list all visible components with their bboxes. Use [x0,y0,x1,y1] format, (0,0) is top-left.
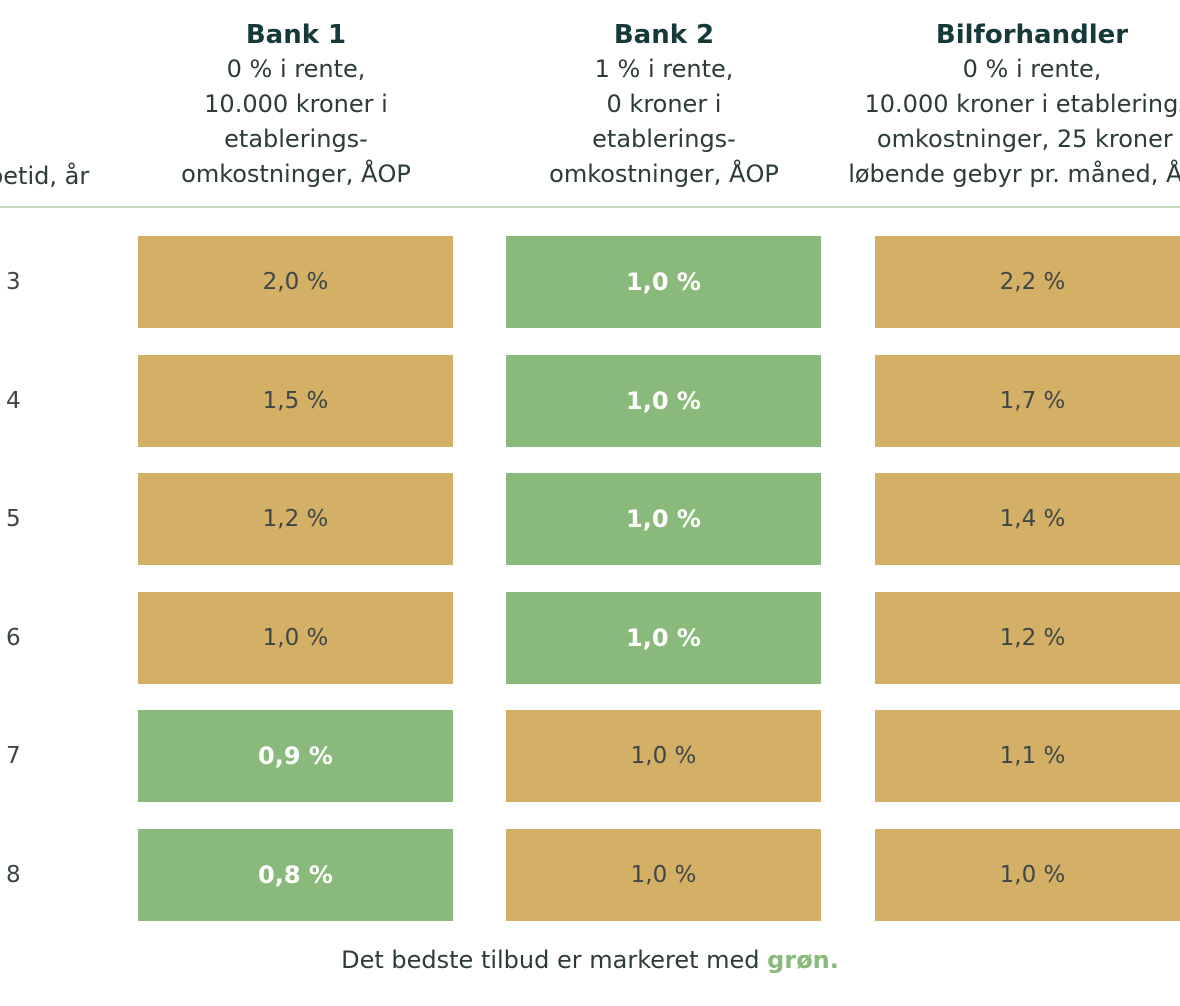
column-subtitle-line: omkostninger, 25 kroner i [876,125,1180,153]
column-subtitle-line: etablerings- [224,125,368,153]
row-label-6: 6 [6,625,21,651]
row-header-label: Løbetid, år [0,162,90,190]
value-cell-bilforhandler-6: 1,2 % [875,592,1180,684]
value-cell-bank-1-4: 1,5 % [138,355,453,447]
column-title: Bank 1 [245,20,347,50]
column-title: Bank 2 [613,20,715,50]
value-cell-bank-2-6: 1,0 % [506,592,821,684]
value-cell-bank-1-7: 0,9 % [138,710,453,802]
row-label-3: 3 [6,269,21,295]
column-subtitle-line: etablerings- [592,125,736,153]
column-subtitle-line: 1 % i rente, [594,55,734,83]
column-subtitle-line: omkostninger, ÅOP [181,160,411,188]
value-cell-bank-1-5: 1,2 % [138,473,453,565]
value-cell-bank-1-6: 1,0 % [138,592,453,684]
value-cell-bank-2-8: 1,0 % [506,829,821,921]
value-cell-bilforhandler-7: 1,1 % [875,710,1180,802]
footnote-text: Det bedste tilbud er markeret med [341,946,768,974]
column-subtitle-line: 10.000 kroner i [204,90,388,118]
header-divider [0,206,1180,208]
column-header-bank-2: Bank 2 1 % i rente, 0 kroner i etablerin… [518,18,810,192]
column-subtitle-line: 10.000 kroner i etablerings- [864,90,1180,118]
footnote-highlight: grøn. [767,946,839,974]
value-cell-bank-2-5: 1,0 % [506,473,821,565]
value-cell-bilforhandler-3: 2,2 % [875,236,1180,328]
column-subtitle-line: omkostninger, ÅOP [549,160,779,188]
value-cell-bank-2-4: 1,0 % [506,355,821,447]
value-cell-bilforhandler-8: 1,0 % [875,829,1180,921]
column-header-bank-1: Bank 1 0 % i rente, 10.000 kroner i etab… [150,18,442,192]
row-label-4: 4 [6,388,21,414]
column-subtitle-line: løbende gebyr pr. måned, ÅOP [848,160,1180,188]
column-subtitle-line: 0 % i rente, [962,55,1102,83]
row-label-7: 7 [6,743,21,769]
column-subtitle-line: 0 % i rente, [226,55,366,83]
value-cell-bilforhandler-4: 1,7 % [875,355,1180,447]
value-cell-bank-2-7: 1,0 % [506,710,821,802]
column-header-bilforhandler: Bilforhandler 0 % i rente, 10.000 kroner… [832,18,1180,192]
value-cell-bank-2-3: 1,0 % [506,236,821,328]
value-cell-bank-1-8: 0,8 % [138,829,453,921]
row-label-8: 8 [6,862,21,888]
column-title: Bilforhandler [935,20,1129,50]
value-cell-bilforhandler-5: 1,4 % [875,473,1180,565]
value-cell-bank-1-3: 2,0 % [138,236,453,328]
row-label-5: 5 [6,506,21,532]
column-subtitle-line: 0 kroner i [606,90,722,118]
footnote: Det bedste tilbud er markeret med grøn. [0,946,1180,974]
